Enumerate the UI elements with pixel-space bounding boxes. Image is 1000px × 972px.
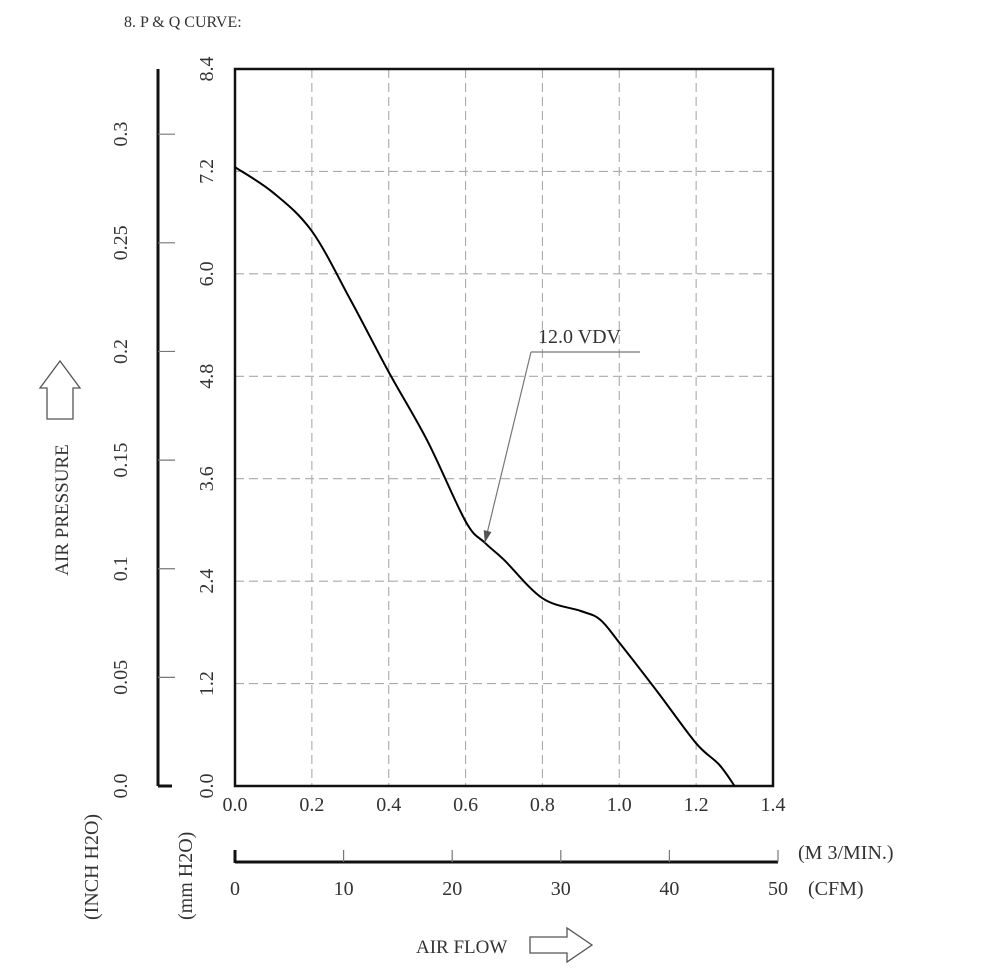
y-axis-title: AIR PRESSURE [52,444,73,575]
section-title: 8. P & Q CURVE: [124,14,242,31]
annotation-leader [484,351,532,543]
cfm-tick-label: 20 [442,878,462,900]
cfm-tick-label: 0 [230,878,240,900]
pq-curve-line [234,166,736,787]
grid-lines [235,69,773,786]
cfm-tick-label: 40 [659,878,679,900]
y-unit-label: (mm H2O) [175,832,197,920]
y-tick-label: 7.2 [196,159,218,184]
inch-h2o-tick-label: 0.3 [110,122,132,147]
arrow-up-icon [38,359,82,420]
inch-h2o-tick-label: 0.1 [110,556,132,581]
arrow-right-icon [529,926,594,964]
cfm-tick-label: 50 [768,878,788,900]
x-tick-label: 1.0 [607,794,632,816]
annotation-arrowhead [483,530,492,543]
y-tick-label: 1.2 [196,671,218,696]
x-tick-label: 1.4 [761,794,786,816]
y-tick-label: 4.8 [196,364,218,389]
x-tick-label: 0.2 [299,794,324,816]
cfm-axis [233,850,779,864]
inch-h2o-tick-label: 0.05 [110,660,132,695]
x-tick-label: 1.2 [684,794,709,816]
cfm-tick-labels: 0 10 20 30 40 50 [230,878,788,900]
cfm-tick-label: 10 [334,878,354,900]
inch-h2o-axis [156,69,175,788]
y-tick-label: 8.4 [196,57,218,82]
inch-h2o-tick-labels: 0.0 0.05 0.1 0.15 0.2 0.25 0.3 [110,122,132,799]
x-tick-label: 0.4 [376,794,401,816]
y-tick-label: 3.6 [196,466,218,491]
y-tick-label: 6.0 [196,261,218,286]
plot-frame [233,67,775,788]
curve-layer: 12.0 VDV [234,166,736,787]
y-tick-label: 0.0 [196,774,218,799]
x-unit-label: (M 3/MIN.) [798,842,894,864]
inch-h2o-tick-label: 0.15 [110,443,132,478]
x-tick-label: 0.6 [453,794,478,816]
x-axis-title: AIR FLOW [416,937,507,958]
x-tick-label: 0.8 [530,794,555,816]
y-tick-labels: 0.0 1.2 2.4 3.6 4.8 6.0 7.2 8.4 [196,57,218,799]
inch-h2o-tick-label: 0.2 [110,339,132,364]
inch-h2o-tick-label: 0.25 [110,225,132,260]
y-tick-label: 2.4 [196,569,218,594]
inch-h2o-tick-label: 0.0 [110,774,132,799]
x-tick-labels: 0.0 0.2 0.4 0.6 0.8 1.0 1.2 1.4 [223,794,786,816]
annotation-label: 12.0 VDV [538,326,622,348]
x2-unit-label: (CFM) [808,878,864,900]
y2-unit-label: (INCH H2O) [81,814,103,920]
x-tick-label: 0.0 [223,794,248,816]
cfm-tick-label: 30 [551,878,571,900]
